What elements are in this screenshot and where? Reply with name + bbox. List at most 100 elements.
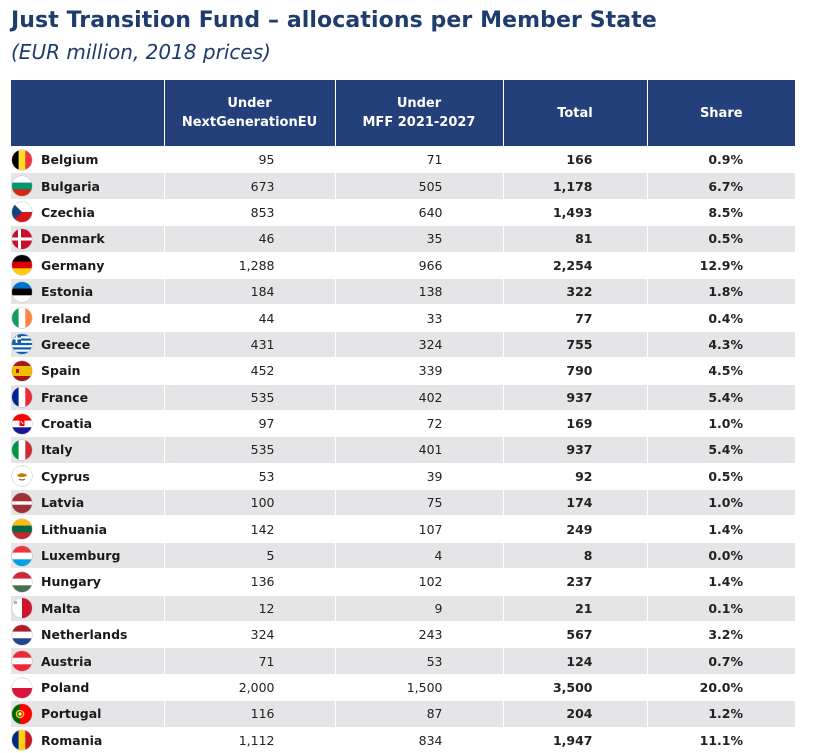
table-row: France 535 402 937 5.4%: [11, 383, 795, 411]
header-share: Share: [646, 80, 795, 147]
country-name: Lithuania: [41, 521, 108, 537]
ngeu-cell: 44: [163, 304, 335, 332]
poland-flag-icon: [12, 677, 32, 698]
mff-cell: 402: [334, 383, 503, 411]
ngeu-cell: 1,288: [163, 251, 335, 279]
ngeu-cell: 1,112: [163, 726, 335, 753]
country-cell: Cyprus: [11, 462, 164, 490]
share-cell: 0.0%: [646, 541, 795, 569]
country-name: Ireland: [41, 310, 91, 326]
share-cell: 0.5%: [646, 225, 795, 253]
mff-cell: 401: [334, 436, 503, 464]
country-name: France: [41, 389, 89, 405]
mff-cell: 72: [334, 409, 503, 437]
ngeu-cell: 53: [163, 462, 335, 490]
greece-flag-icon: [12, 334, 32, 355]
table-row: Czechia 853 640 1,493 8.5%: [11, 198, 795, 226]
hungary-flag-icon: [12, 571, 32, 592]
ngeu-cell: 535: [163, 436, 335, 464]
country-name: Poland: [41, 680, 90, 695]
table-row: Poland 2,000 1,500 3,500 20.0%: [11, 673, 795, 701]
table-row: Malta 12 9 21 0.1%: [11, 594, 795, 622]
czechia-flag-icon: [12, 202, 32, 223]
ngeu-cell: 452: [163, 357, 335, 385]
total-cell: 77: [502, 304, 647, 332]
share-cell: 1.2%: [646, 700, 795, 728]
header-mff: Under MFF 2021-2027: [334, 80, 503, 147]
country-cell: Italy: [11, 436, 164, 464]
country-cell: Belgium: [11, 145, 164, 173]
ngeu-cell: 324: [163, 621, 335, 648]
ngeu-cell: 2,000: [163, 673, 335, 701]
table-row: Italy 535 401 937 5.4%: [11, 436, 795, 464]
table-row: Greece 431 324 755 4.3%: [11, 330, 795, 358]
share-cell: 5.4%: [646, 436, 795, 464]
page-subtitle: (EUR million, 2018 prices): [11, 40, 271, 64]
country-name: Belgium: [41, 152, 99, 168]
mff-cell: 9: [334, 594, 503, 622]
mff-cell: 71: [334, 145, 503, 173]
share-cell: 20.0%: [646, 673, 795, 701]
country-name: Denmark: [41, 231, 105, 247]
country-name: Hungary: [41, 574, 101, 590]
ngeu-cell: 184: [163, 277, 335, 305]
total-cell: 1,947: [502, 726, 647, 753]
table-row: Netherlands 324 243 567 3.2%: [11, 621, 795, 648]
table-row: Belgium 95 71 166 0.9%: [11, 145, 795, 173]
italy-flag-icon: [12, 439, 32, 460]
mff-cell: 834: [334, 726, 503, 753]
ngeu-cell: 535: [163, 383, 335, 411]
ireland-flag-icon: [12, 308, 32, 329]
total-cell: 81: [502, 225, 647, 253]
ngeu-cell: 12: [163, 594, 335, 622]
lithuania-flag-icon: [12, 519, 32, 540]
mff-cell: 324: [334, 330, 503, 358]
country-cell: Portugal: [11, 700, 164, 728]
mff-cell: 53: [334, 647, 503, 675]
page-title: Just Transition Fund – allocations per M…: [11, 8, 657, 33]
total-cell: 1,178: [502, 172, 647, 200]
country-cell: Estonia: [11, 277, 164, 305]
belgium-flag-icon: [12, 149, 32, 170]
table-row: Cyprus 53 39 92 0.5%: [11, 462, 795, 490]
mff-cell: 75: [334, 489, 503, 516]
country-cell: Hungary: [11, 568, 164, 596]
table-row: Bulgaria 673 505 1,178 6.7%: [11, 172, 795, 200]
header-mff-line2: MFF 2021-2027: [362, 115, 476, 130]
ngeu-cell: 431: [163, 330, 335, 358]
total-cell: 3,500: [502, 673, 647, 701]
mff-cell: 39: [334, 462, 503, 490]
ngeu-cell: 136: [163, 568, 335, 596]
country-name: Cyprus: [41, 468, 90, 484]
table-row: Croatia 97 72 169 1.0%: [11, 409, 795, 437]
austria-flag-icon: [12, 651, 32, 672]
country-cell: Lithuania: [11, 515, 164, 543]
country-cell: Germany: [11, 251, 164, 279]
share-cell: 1.8%: [646, 277, 795, 305]
bulgaria-flag-icon: [12, 176, 32, 197]
share-cell: 0.1%: [646, 594, 795, 622]
mff-cell: 35: [334, 225, 503, 253]
country-cell: Spain: [11, 357, 164, 385]
country-name: Spain: [41, 363, 81, 379]
share-cell: 0.5%: [646, 462, 795, 490]
germany-flag-icon: [12, 255, 32, 276]
allocations-table: Under NextGenerationEU Under MFF 2021-20…: [11, 80, 795, 753]
share-cell: 4.5%: [646, 357, 795, 385]
romania-flag-icon: [12, 730, 32, 751]
header-total: Total: [502, 80, 647, 147]
croatia-flag-icon: [12, 413, 32, 434]
spain-flag-icon: [12, 360, 32, 381]
country-cell: Denmark: [11, 225, 164, 253]
country-name: Estonia: [41, 284, 94, 300]
total-cell: 237: [502, 568, 647, 596]
ngeu-cell: 116: [163, 700, 335, 728]
total-cell: 790: [502, 357, 647, 385]
country-cell: Netherlands: [11, 621, 164, 648]
total-cell: 124: [502, 647, 647, 675]
table-row: Lithuania 142 107 249 1.4%: [11, 515, 795, 543]
malta-flag-icon: [12, 598, 32, 619]
mff-cell: 102: [334, 568, 503, 596]
mff-cell: 107: [334, 515, 503, 543]
country-cell: Poland: [11, 673, 164, 701]
